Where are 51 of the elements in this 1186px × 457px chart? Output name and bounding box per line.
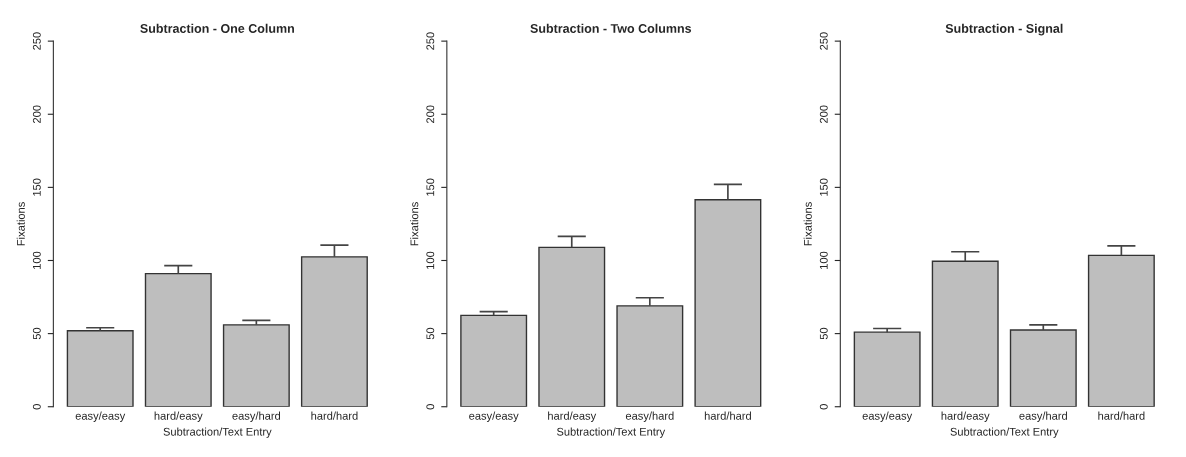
x-tick-label: easy/hard [1019,411,1067,422]
bar [300,256,368,407]
bar [460,314,528,407]
chart-title: Subtraction - One Column [140,23,294,33]
y-tick-label: 250 [426,32,435,50]
x-tick-label: hard/hard [311,411,358,420]
bar [853,331,921,407]
y-tick-label: 100 [32,251,41,269]
bar [616,305,684,407]
bar [66,329,134,407]
x-tick-label: hard/easy [941,411,990,422]
bar [931,260,999,407]
y-tick-label: 100 [426,251,435,269]
x-tick-label: easy/hard [232,411,281,422]
y-tick-label: 150 [819,178,828,196]
chart-title: Subtraction - Two Columns [530,23,692,33]
bar [144,272,212,407]
y-axis-title: Fixations [16,202,25,246]
x-tick-label: easy/easy [862,411,913,422]
y-axis-title: Fixations [410,202,419,246]
y-tick-label: 50 [426,327,435,340]
y-tick-label: 250 [819,32,828,50]
chart-title: Subtraction - Signal [945,23,1063,36]
x-tick-label: easy/easy [75,411,126,422]
y-tick-label: 150 [426,178,435,196]
x-axis-title: Subtraction/Text Entry [556,427,666,438]
y-tick-label: 200 [32,105,41,123]
bar [1009,329,1077,407]
y-tick-label: 50 [819,327,828,340]
y-tick-label: 0 [32,404,41,410]
bar [1087,254,1155,407]
y-tick-label: 100 [819,251,828,269]
bar [222,324,290,407]
bar [538,246,606,407]
y-tick-label: 0 [819,404,828,410]
x-axis-title: Subtraction/Text Entry [163,427,272,438]
x-tick-label: hard/easy [548,411,597,422]
y-tick-label: 200 [819,105,828,123]
y-tick-label: 250 [32,32,41,50]
y-tick-label: 0 [426,404,435,410]
y-tick-label: 200 [426,105,435,123]
y-axis-title: Fixations [803,202,812,246]
x-tick-label: hard/easy [154,411,203,422]
y-tick-label: 50 [32,327,41,340]
x-tick-label: hard/hard [1098,411,1145,420]
x-tick-label: easy/easy [469,411,519,422]
y-tick-label: 150 [32,178,41,196]
x-tick-label: hard/hard [704,411,751,420]
x-axis-title: Subtraction/Text Entry [950,427,1059,438]
bar [694,199,762,407]
x-tick-label: easy/hard [625,411,674,422]
